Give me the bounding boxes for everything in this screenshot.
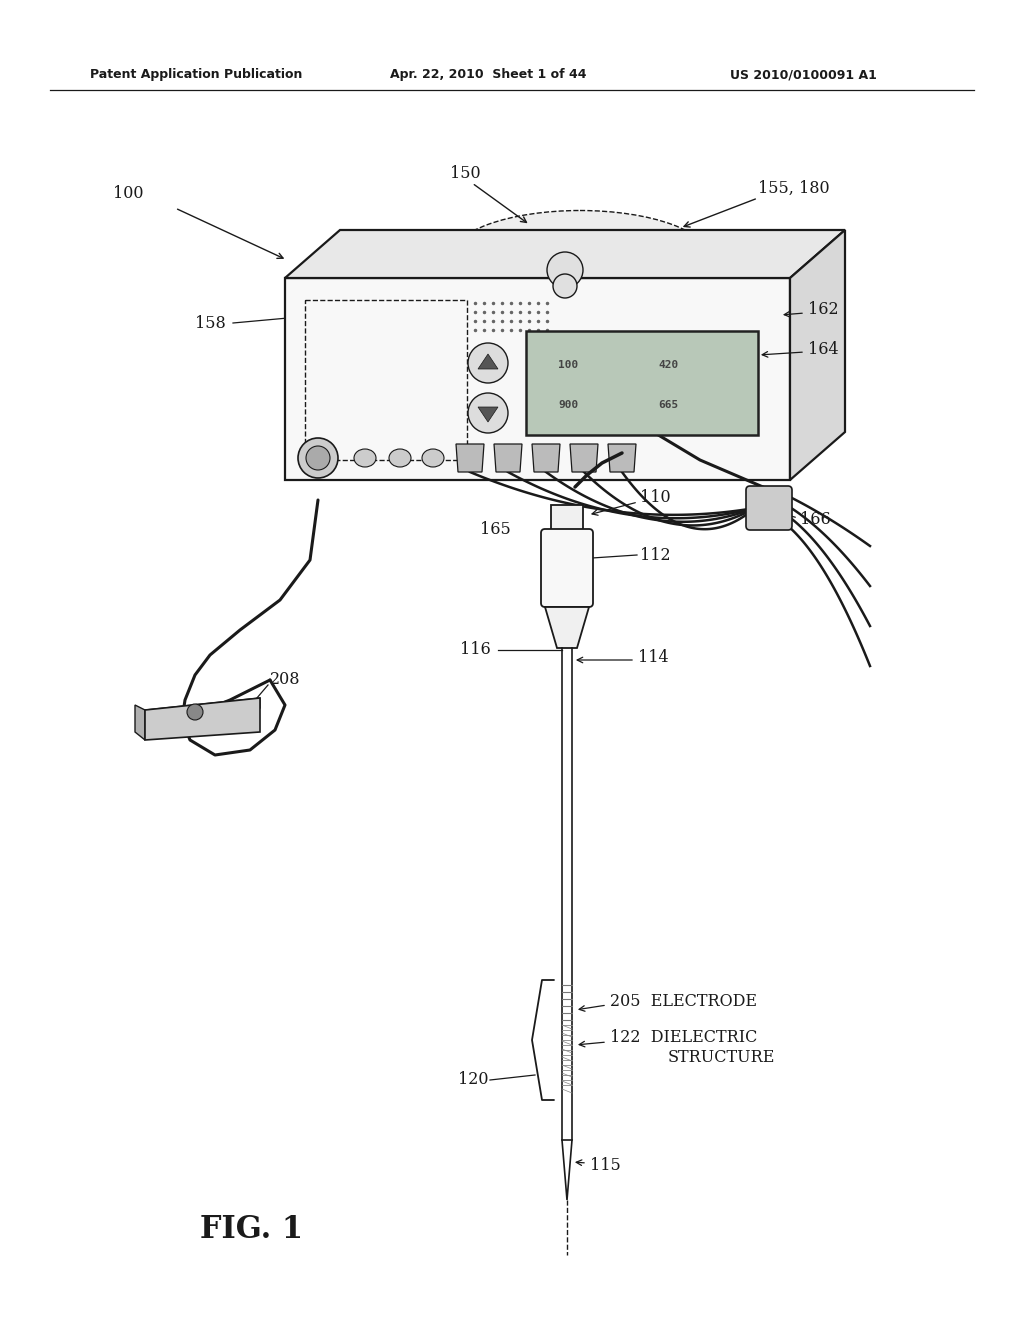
Text: 165: 165 — [480, 521, 511, 539]
Text: 122  DIELECTRIC: 122 DIELECTRIC — [610, 1030, 758, 1047]
Polygon shape — [545, 607, 589, 648]
Ellipse shape — [450, 210, 710, 305]
FancyBboxPatch shape — [541, 529, 593, 607]
Ellipse shape — [422, 449, 444, 467]
Polygon shape — [570, 444, 598, 473]
Circle shape — [468, 343, 508, 383]
Circle shape — [306, 446, 330, 470]
Ellipse shape — [389, 449, 411, 467]
Polygon shape — [456, 444, 484, 473]
Text: 164: 164 — [808, 342, 839, 359]
Text: US 2010/0100091 A1: US 2010/0100091 A1 — [730, 69, 877, 81]
Polygon shape — [478, 354, 498, 370]
Polygon shape — [145, 698, 260, 741]
Text: 110: 110 — [640, 490, 671, 507]
Text: FIG. 1: FIG. 1 — [200, 1214, 303, 1246]
Text: 166: 166 — [800, 511, 830, 528]
Text: 100: 100 — [558, 360, 579, 370]
Polygon shape — [608, 444, 636, 473]
Text: 158: 158 — [195, 314, 225, 331]
Circle shape — [298, 438, 338, 478]
Polygon shape — [532, 444, 560, 473]
Text: 150: 150 — [450, 165, 480, 181]
Polygon shape — [145, 698, 260, 718]
Text: 115: 115 — [590, 1156, 621, 1173]
Polygon shape — [551, 506, 583, 533]
Text: 900: 900 — [558, 400, 579, 411]
Circle shape — [468, 393, 508, 433]
FancyBboxPatch shape — [526, 331, 758, 436]
Ellipse shape — [354, 449, 376, 467]
Polygon shape — [790, 230, 845, 480]
Text: 208: 208 — [270, 672, 300, 689]
Text: 112: 112 — [640, 546, 671, 564]
Text: 205  ELECTRODE: 205 ELECTRODE — [610, 994, 757, 1011]
Polygon shape — [135, 705, 145, 741]
Polygon shape — [478, 407, 498, 422]
Text: 120: 120 — [458, 1072, 488, 1089]
Circle shape — [553, 275, 577, 298]
Polygon shape — [494, 444, 522, 473]
Text: 162: 162 — [808, 301, 839, 318]
Polygon shape — [562, 1140, 572, 1200]
Text: Apr. 22, 2010  Sheet 1 of 44: Apr. 22, 2010 Sheet 1 of 44 — [390, 69, 587, 81]
FancyBboxPatch shape — [746, 486, 792, 531]
Text: 420: 420 — [658, 360, 678, 370]
Text: 100: 100 — [113, 185, 143, 202]
Circle shape — [547, 252, 583, 288]
Circle shape — [187, 704, 203, 719]
Polygon shape — [285, 279, 790, 480]
Text: 155, 180: 155, 180 — [758, 180, 829, 197]
Text: 114: 114 — [638, 649, 669, 667]
Text: STRUCTURE: STRUCTURE — [668, 1049, 775, 1067]
Text: 665: 665 — [658, 400, 678, 411]
Polygon shape — [285, 230, 845, 279]
Text: 116: 116 — [460, 642, 490, 659]
Text: Patent Application Publication: Patent Application Publication — [90, 69, 302, 81]
